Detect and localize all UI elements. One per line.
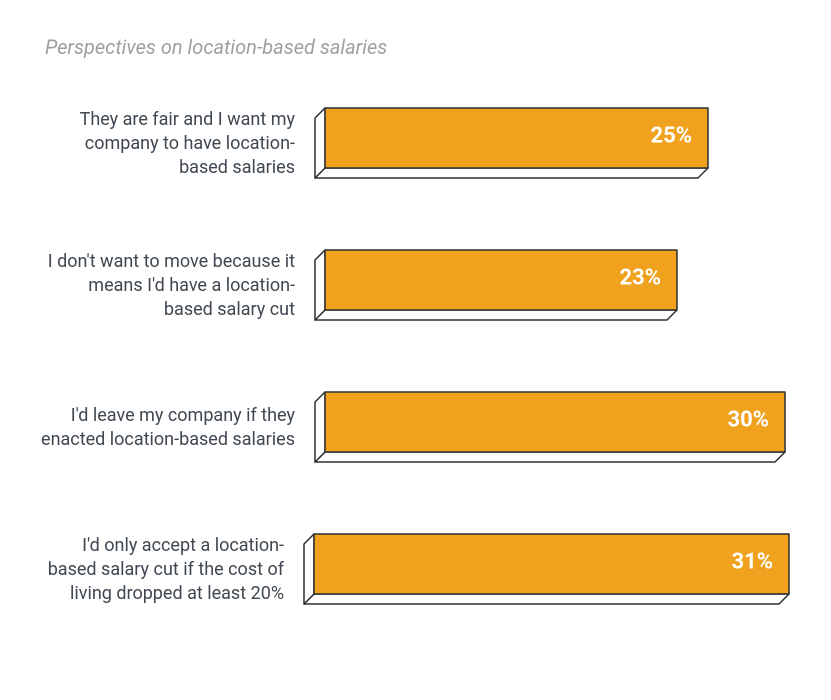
bar-label: They are fair and I want my company to h… xyxy=(40,108,315,181)
chart-row: I'd leave my company if they enacted loc… xyxy=(40,383,791,473)
bar: 25% xyxy=(315,108,710,180)
bar: 31% xyxy=(304,534,791,606)
bar-value: 30% xyxy=(727,408,769,433)
bar-label: I'd only accept a location-based salary … xyxy=(40,534,304,607)
chart-row: I'd only accept a location-based salary … xyxy=(40,525,791,615)
salary-chart: Perspectives on location-based salaries … xyxy=(0,0,831,700)
chart-title: Perspectives on location-based salaries xyxy=(45,35,791,59)
bar-value: 23% xyxy=(619,266,661,291)
bar-value: 31% xyxy=(731,550,773,575)
bar-value: 25% xyxy=(650,124,692,149)
chart-row: They are fair and I want my company to h… xyxy=(40,99,791,189)
bar: 23% xyxy=(315,250,679,322)
bar-label: I'd leave my company if they enacted loc… xyxy=(40,404,315,453)
bar: 30% xyxy=(315,392,787,464)
bar-label: I don't want to move because it means I'… xyxy=(40,250,315,323)
chart-row: I don't want to move because it means I'… xyxy=(40,241,791,331)
